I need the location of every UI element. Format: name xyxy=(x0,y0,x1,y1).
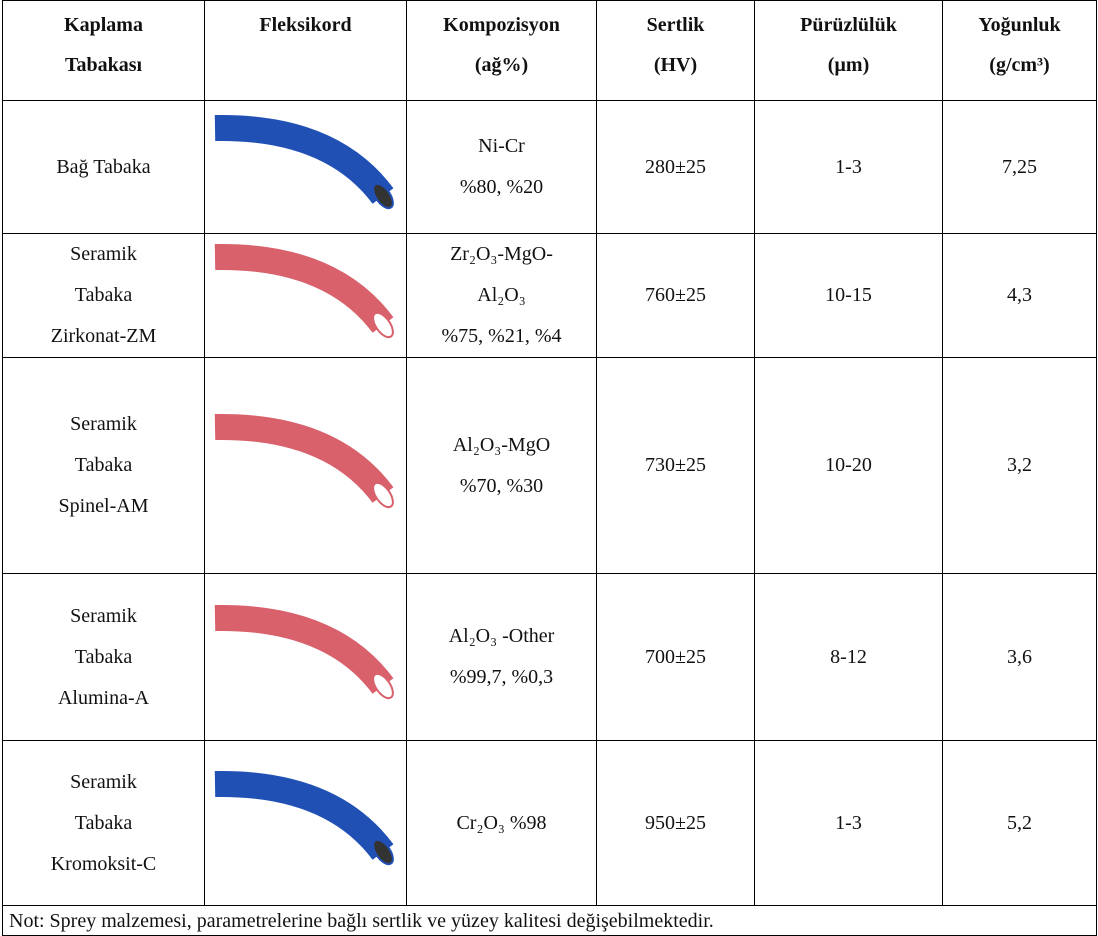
header-row: Kaplama Tabakası Fleksikord Kompozisyon (ağ%… xyxy=(2,0,1097,101)
cell-text: Seramik xyxy=(70,604,137,627)
image-cell xyxy=(204,357,407,574)
cell-text: Sertlik xyxy=(646,14,705,36)
composition-cell: Cr₂O₃ %98 xyxy=(406,740,597,906)
fleksikord-image xyxy=(214,413,394,508)
fleksikord-image xyxy=(214,114,394,210)
cell-text: Bağ Tabaka xyxy=(56,155,151,178)
cell-text: %80, %20 xyxy=(459,176,544,198)
cell-text: Ni-Cr xyxy=(478,135,525,157)
layer-cell: Bağ Tabaka xyxy=(2,100,205,234)
cell-text: (ağ%) xyxy=(474,54,529,76)
cell-text: Seramik xyxy=(70,243,137,265)
composition-cell: Al₂O₃ -Other %99,7, %0,3 xyxy=(406,573,597,741)
fleksikord-image xyxy=(214,604,394,700)
table-row: Bağ Tabaka Ni-Cr %80, %20 280±25 1-3 7,25 xyxy=(2,100,1097,234)
header-cell: Pürüzlülük (µm) xyxy=(754,0,943,101)
roughness-cell: 10-20 xyxy=(754,357,943,574)
roughness-cell: 1-3 xyxy=(754,740,943,906)
cell-text: %70, %30 xyxy=(459,474,544,497)
table-row: Seramik Tabaka Spinel-AM Al₂O₃-MgO %70, %30 7… xyxy=(2,357,1097,574)
hardness-cell: 280±25 xyxy=(596,100,755,234)
header-cell: Kompozisyon (ağ%) xyxy=(406,0,597,101)
cell-text: (µm) xyxy=(827,54,870,76)
cell-text: Al₂O₃ xyxy=(477,284,526,306)
density-cell: 3,2 xyxy=(942,357,1097,574)
image-cell xyxy=(204,740,407,906)
cell-text: (HV) xyxy=(653,54,698,76)
layer-cell: Seramik Tabaka Alumina-A xyxy=(2,573,205,741)
cell-text: Fleksikord xyxy=(259,14,352,36)
image-cell xyxy=(204,573,407,741)
cell-text: (g/cm³) xyxy=(989,54,1050,76)
image-cell xyxy=(204,233,407,358)
composition-cell: Ni-Cr %80, %20 xyxy=(406,100,597,234)
density-cell: 4,3 xyxy=(942,233,1097,358)
density-cell: 7,25 xyxy=(942,100,1097,234)
layer-cell: Seramik Tabaka Zirkonat-ZM xyxy=(2,233,205,358)
roughness-cell: 10-15 xyxy=(754,233,943,358)
note-row: Not: Sprey malzemesi, parametrelerine ba… xyxy=(2,905,1097,936)
cell-text: Pürüzlülük xyxy=(800,14,897,36)
cell-text: Zirkonat-ZM xyxy=(50,325,157,347)
cell-text: Kaplama xyxy=(64,14,143,36)
header-cell: Kaplama Tabakası xyxy=(2,0,205,101)
hardness-cell: 730±25 xyxy=(596,357,755,574)
cell-text: Spinel-AM xyxy=(58,495,149,517)
header-cell: Fleksikord xyxy=(204,0,407,101)
header-cell: Sertlik (HV) xyxy=(596,0,755,101)
hardness-cell: 950±25 xyxy=(596,740,755,906)
cell-text: Tabakası xyxy=(64,54,143,76)
roughness-cell: 1-3 xyxy=(754,100,943,234)
fleksikord-image xyxy=(214,243,394,338)
layer-cell: Seramik Tabaka Kromoksit-C xyxy=(2,740,205,906)
cell-text: Kompozisyon xyxy=(443,14,560,36)
cell-text: Yoğunluk xyxy=(978,14,1061,36)
cell-text: Seramik xyxy=(70,770,137,793)
table-row: Seramik Tabaka Zirkonat-ZM Zr₂O₃-MgO- Al₂O₃%… xyxy=(2,233,1097,358)
cell-text: Tabaka xyxy=(74,811,133,834)
table-row: Seramik Tabaka Kromoksit-C Cr₂O₃ %98 950±25 1… xyxy=(2,740,1097,906)
hardness-cell: 760±25 xyxy=(596,233,755,358)
image-cell xyxy=(204,100,407,234)
roughness-cell: 8-12 xyxy=(754,573,943,741)
cell-text: Cr₂O₃ %98 xyxy=(456,811,547,834)
cell-text: Seramik xyxy=(70,413,137,435)
cell-text: Al₂O₃ -Other xyxy=(448,625,555,647)
cell-text: Tabaka xyxy=(74,284,133,306)
cell-text: Kromoksit-C xyxy=(50,852,157,875)
cell-text: %75, %21, %4 xyxy=(441,325,562,347)
cell-text: Alumina-A xyxy=(57,686,150,709)
cell-text: Zr₂O₃-MgO- xyxy=(450,243,553,265)
note: Not: Sprey malzemesi, parametrelerine ba… xyxy=(2,905,1097,936)
cell-text: %99,7, %0,3 xyxy=(449,666,554,688)
hardness-cell: 700±25 xyxy=(596,573,755,741)
layer-cell: Seramik Tabaka Spinel-AM xyxy=(2,357,205,574)
fleksikord-image xyxy=(214,770,394,866)
cell-text: Tabaka xyxy=(74,645,133,668)
cell-text: Al₂O₃-MgO xyxy=(452,433,551,456)
density-cell: 5,2 xyxy=(942,740,1097,906)
table-row: Seramik Tabaka Alumina-A Al₂O₃ -Other %99,7,… xyxy=(2,573,1097,741)
header-cell: Yoğunluk (g/cm³) xyxy=(942,0,1097,101)
cell-text: Tabaka xyxy=(74,454,133,476)
composition-cell: Zr₂O₃-MgO- Al₂O₃ %75, %21, %4 xyxy=(406,233,597,358)
density-cell: 3,6 xyxy=(942,573,1097,741)
composition-cell: Al₂O₃-MgO %70, %30 xyxy=(406,357,597,574)
